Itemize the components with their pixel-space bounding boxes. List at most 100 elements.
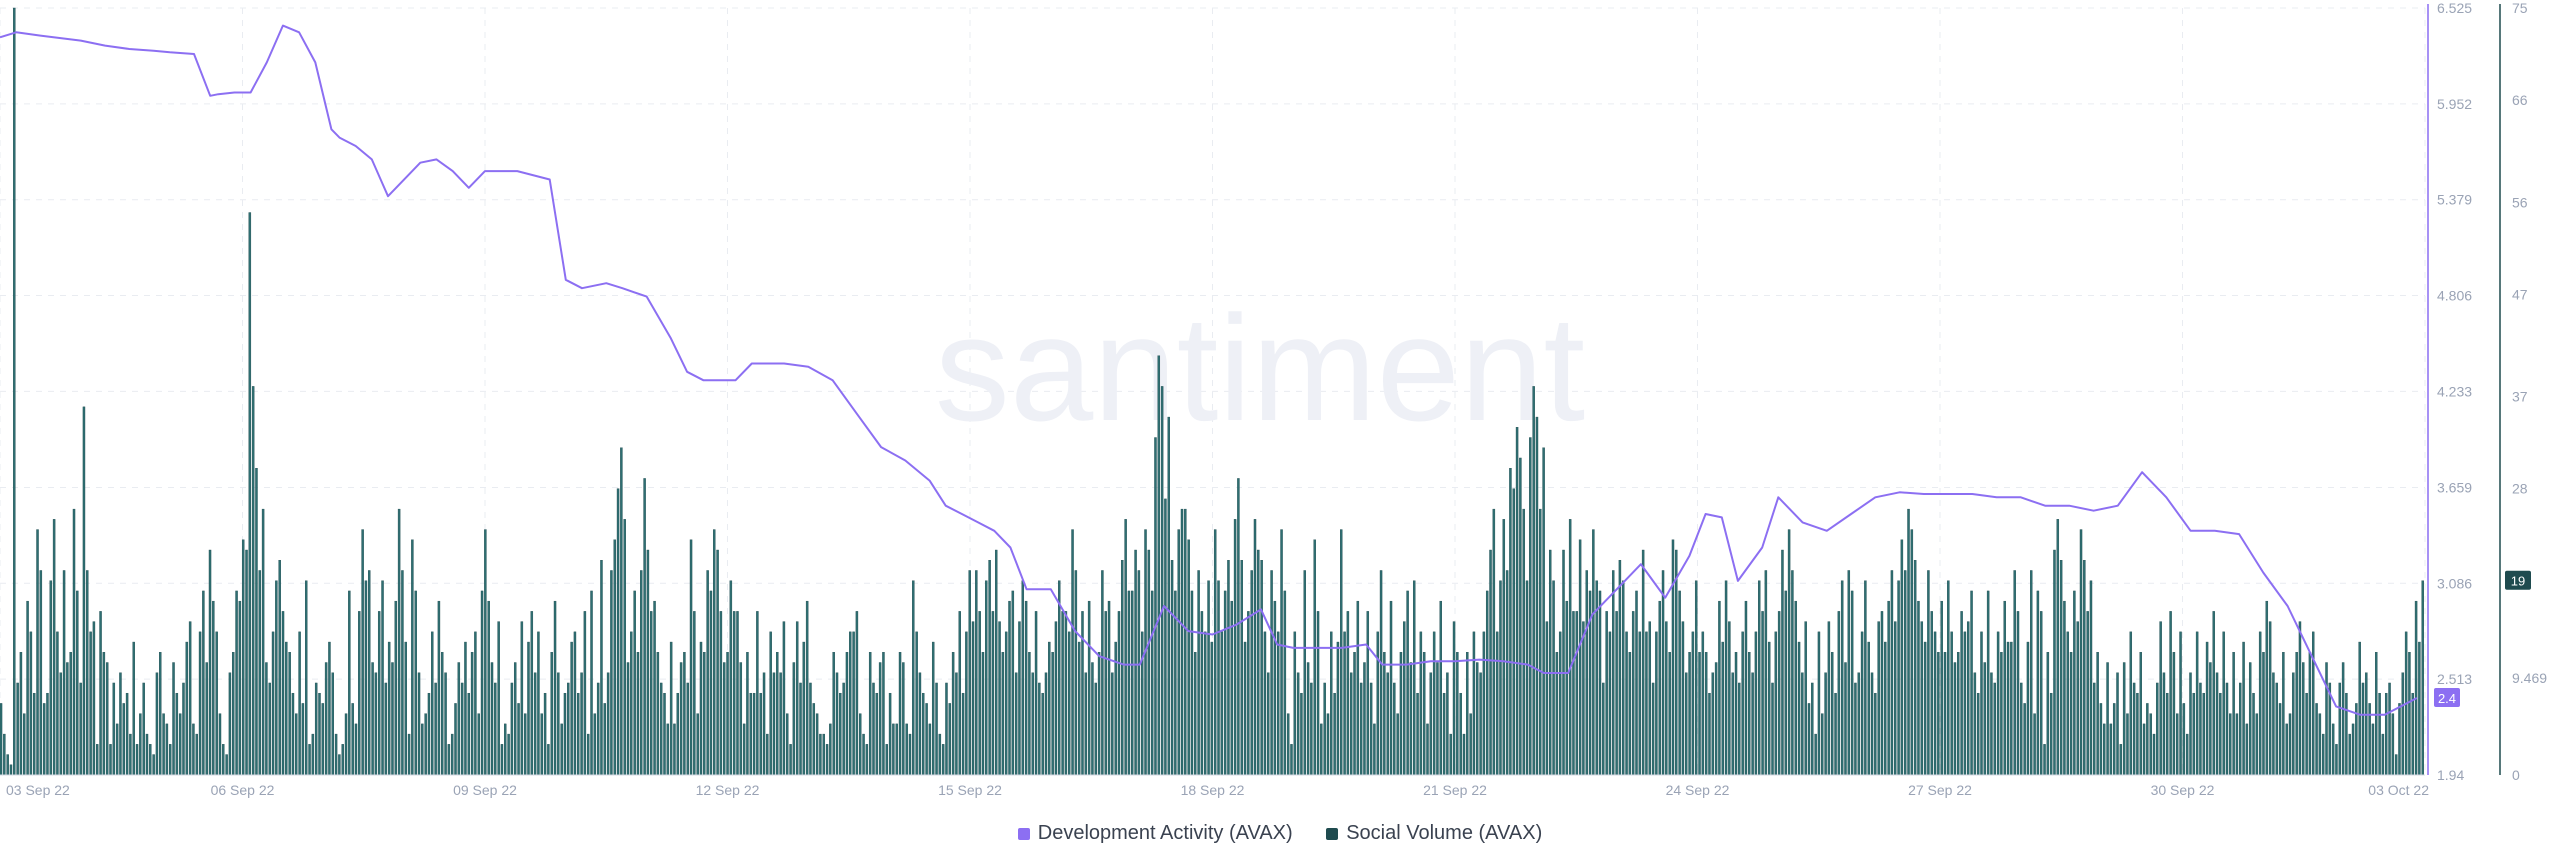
social-volume-bar: [1990, 672, 1993, 776]
social-volume-bar: [1724, 580, 1728, 776]
social-volume-bar: [693, 611, 696, 776]
social-volume-bar: [195, 733, 198, 776]
left-axis-ticks: 6.525 5.952 5.379 4.806 4.233 3.659 3.086 2.513…: [2437, 0, 2472, 783]
social-volume-bar: [1960, 611, 1963, 776]
social-volume-bar: [945, 682, 948, 776]
social-volume-bar: [586, 733, 590, 776]
social-volume-bar: [1522, 508, 1525, 776]
social-volume-bar: [66, 662, 69, 776]
social-volume-bar: [2172, 652, 2176, 776]
social-volume-bar: [1665, 621, 1668, 776]
social-volume-bar: [1811, 682, 1814, 776]
social-volume-bar: [865, 744, 869, 776]
social-volume-bar: [1947, 580, 1950, 776]
social-volume-bar: [394, 600, 398, 776]
social-volume-bar: [975, 570, 978, 776]
social-volume-bar: [1857, 672, 1860, 776]
social-volume-bar: [1386, 672, 1389, 776]
social-volume-bar: [706, 570, 709, 776]
social-volume-bar: [815, 713, 819, 776]
social-volume-bar: [1807, 703, 1811, 776]
social-volume-bar: [2302, 662, 2305, 776]
social-volume-bar: [1439, 600, 1442, 776]
social-volume-bar: [1734, 652, 1738, 776]
social-volume-bar: [321, 703, 325, 776]
social-volume-bar: [1900, 539, 1904, 776]
social-volume-bar: [1860, 631, 1864, 776]
social-volume-bar: [401, 570, 404, 776]
social-volume-bar: [238, 600, 242, 776]
social-volume-bar: [626, 662, 630, 776]
social-volume-bar: [1605, 611, 1608, 776]
legend-item-social-volume[interactable]: Social Volume (AVAX): [1326, 822, 1542, 845]
social-volume-bar: [2083, 560, 2086, 776]
left-axis-tick-label: 5.379: [2437, 192, 2472, 208]
social-volume-bar: [1283, 590, 1287, 776]
social-volume-bar: [69, 652, 72, 776]
social-volume-bar: [633, 590, 636, 776]
social-volume-bar: [232, 652, 235, 776]
social-volume-bar: [1675, 549, 1678, 776]
social-volume-bar: [1980, 631, 1983, 776]
social-volume-bar: [1316, 611, 1320, 776]
social-volume-bar: [1107, 600, 1111, 776]
x-tick-label: 18 Sep 22: [1181, 782, 1245, 798]
social-volume-bar: [776, 652, 779, 776]
social-volume-bar: [6, 754, 9, 776]
social-volume-bar: [2292, 672, 2295, 776]
social-volume-bar: [540, 713, 543, 776]
social-volume-bar: [1383, 652, 1386, 776]
social-volume-bar: [553, 600, 557, 776]
social-volume-bar: [1340, 529, 1343, 776]
social-volume-bar: [600, 560, 603, 776]
social-volume-bar: [2222, 631, 2225, 776]
social-volume-bar: [295, 713, 298, 776]
social-volume-bar: [1598, 590, 1602, 776]
social-volume-bar: [809, 682, 812, 776]
legend-item-development-activity[interactable]: Development Activity (AVAX): [1017, 822, 1293, 845]
social-volume-bar: [1592, 529, 1595, 776]
social-volume-bar: [1791, 570, 1794, 776]
social-volume-bar: [1134, 549, 1137, 776]
social-volume-bar: [129, 733, 132, 776]
social-volume-bar: [1008, 600, 1011, 776]
social-volume-bar: [1509, 468, 1512, 776]
social-volume-bar: [1243, 641, 1247, 776]
social-volume-bar: [978, 611, 981, 776]
social-volume-bar: [308, 744, 311, 776]
social-volume-bar: [1850, 590, 1854, 776]
social-volume-bar: [527, 641, 530, 776]
right-axis-tick-label: 56: [2512, 194, 2528, 210]
social-volume-bar: [1223, 590, 1227, 776]
social-volume-bar: [769, 631, 772, 776]
social-volume-bar: [1280, 529, 1283, 776]
social-volume-bar: [722, 662, 726, 776]
social-volume-bar: [802, 641, 806, 776]
social-volume-bar: [427, 692, 431, 776]
social-volume-bar: [1608, 631, 1612, 776]
social-volume-bar: [1966, 621, 1970, 776]
social-volume-bar: [1290, 744, 1293, 776]
social-volume-bar: [454, 703, 457, 776]
social-volume-bar: [1817, 631, 1821, 776]
social-volume-bar: [762, 672, 766, 776]
social-volume-bar: [16, 682, 19, 776]
social-volume-bar: [1180, 508, 1184, 776]
social-volume-bar: [344, 713, 348, 776]
right-axis-tick-label: 9.469: [2512, 670, 2547, 686]
social-volume-bar: [1459, 692, 1462, 776]
social-volume-bar: [1970, 590, 1973, 776]
social-volume-bar: [696, 713, 699, 776]
social-volume-bar: [374, 672, 378, 776]
social-volume-bar: [1668, 652, 1671, 776]
social-volume-bar: [732, 611, 736, 776]
social-volume-bar: [616, 488, 620, 776]
social-volume-bar: [1207, 580, 1210, 776]
social-volume-bar: [1572, 611, 1575, 776]
social-volume-bar: [2394, 754, 2398, 776]
social-volume-bar: [2159, 621, 2162, 776]
social-volume-bar: [2069, 652, 2073, 776]
social-volume-bar: [812, 703, 816, 776]
social-volume-bar: [351, 703, 354, 776]
social-volume-bar: [1273, 600, 1277, 776]
